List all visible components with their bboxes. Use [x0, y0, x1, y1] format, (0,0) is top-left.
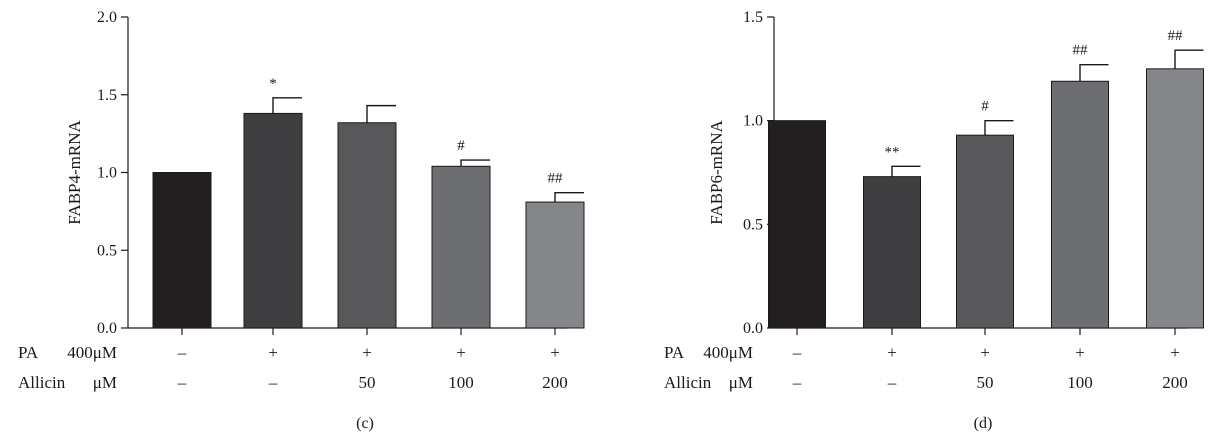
bar — [1051, 80, 1109, 329]
panel-label: (c) — [356, 415, 374, 432]
treatment-row-unit: μM — [93, 373, 117, 392]
y-tick-label: 1.5 — [743, 9, 763, 26]
y-tick-label: 0.5 — [97, 242, 117, 259]
panel-label: (d) — [974, 415, 993, 432]
y-tick-label: 0.0 — [743, 320, 763, 337]
treatment-value: + — [1170, 343, 1180, 362]
treatment-value: – — [177, 343, 187, 362]
treatment-value: + — [887, 343, 897, 362]
treatment-value: + — [456, 343, 466, 362]
y-tick-label: 1.5 — [97, 87, 117, 104]
treatment-value: – — [177, 373, 187, 392]
treatment-value: + — [268, 343, 278, 362]
treatment-value: – — [268, 373, 278, 392]
bar — [337, 122, 397, 329]
bar — [152, 172, 212, 329]
significance-marker: # — [981, 99, 989, 115]
bar — [1146, 68, 1204, 329]
significance-marker: ## — [548, 171, 564, 187]
significance-marker: ** — [885, 144, 900, 160]
significance-marker: ## — [1168, 28, 1184, 44]
y-axis-label: FABP6-mRNA — [707, 120, 726, 225]
bar — [243, 112, 303, 329]
error-bar — [1079, 63, 1109, 82]
y-tick-label: 1.0 — [97, 165, 117, 182]
error-bar — [460, 159, 490, 167]
y-tick-label: 0.0 — [97, 320, 117, 337]
treatment-value: + — [1075, 343, 1085, 362]
error-bar — [554, 192, 584, 203]
error-bar — [1174, 49, 1204, 69]
y-tick-label: 0.5 — [743, 216, 763, 233]
error-bar — [984, 119, 1014, 136]
error-bar — [366, 104, 396, 123]
treatment-row-unit: 400μM — [67, 343, 117, 362]
significance-marker: # — [457, 138, 465, 154]
treatment-value: 100 — [448, 373, 474, 392]
treatment-value: 50 — [359, 373, 376, 392]
treatment-value: 100 — [1067, 373, 1093, 392]
treatment-value: 200 — [542, 373, 568, 392]
treatment-value: + — [980, 343, 990, 362]
bar — [768, 120, 826, 329]
treatment-value: 50 — [977, 373, 994, 392]
treatment-value: 200 — [1162, 373, 1188, 392]
treatment-value: – — [792, 373, 802, 392]
bar — [431, 165, 491, 329]
treatment-value: + — [550, 343, 560, 362]
bar — [956, 134, 1014, 329]
error-bar — [891, 165, 921, 177]
treatment-value: – — [887, 373, 897, 392]
treatment-row-unit: 400μM — [703, 343, 753, 362]
bar — [525, 201, 585, 329]
bar — [863, 176, 921, 329]
treatment-row-label: PA — [664, 343, 685, 362]
y-axis-label: FABP4-mRNA — [65, 120, 84, 225]
y-tick-label: 1.0 — [743, 113, 763, 130]
treatment-row-label: Allicin — [664, 373, 712, 392]
y-tick-label: 2.0 — [97, 9, 117, 26]
significance-marker: ## — [1073, 43, 1089, 59]
significance-marker: * — [269, 76, 277, 92]
treatment-value: – — [792, 343, 802, 362]
treatment-row-unit: μM — [729, 373, 753, 392]
treatment-row-label: Allicin — [18, 373, 66, 392]
error-bar — [272, 97, 302, 114]
treatment-value: + — [362, 343, 372, 362]
treatment-row-label: PA — [18, 343, 39, 362]
